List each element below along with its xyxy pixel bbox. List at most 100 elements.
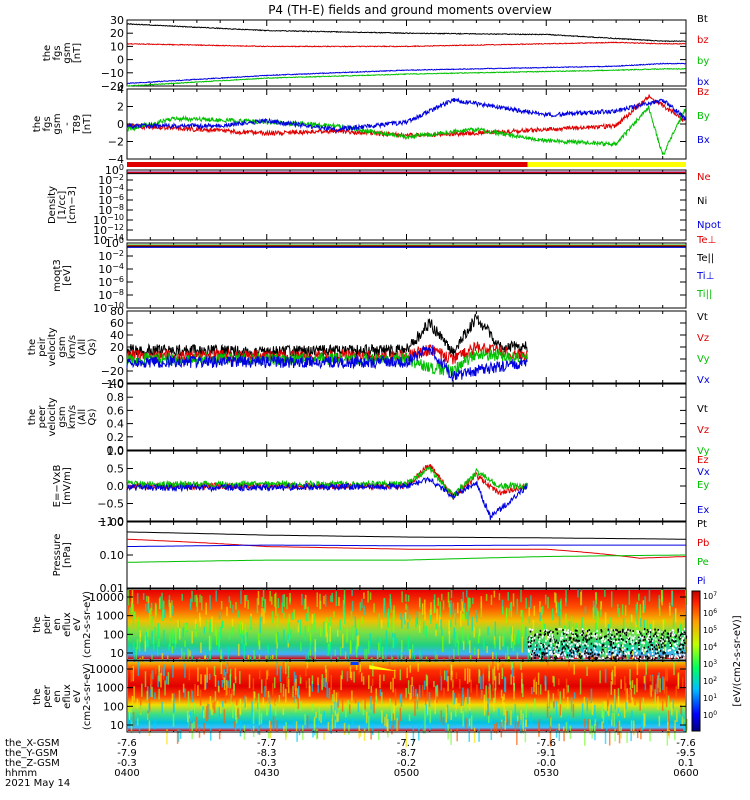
spectrogram-cell xyxy=(643,630,645,642)
spectrogram-gap xyxy=(679,644,681,647)
spectrogram-cell xyxy=(235,716,238,724)
y-tick-label: 10000 xyxy=(89,591,124,604)
spectrogram-gap xyxy=(573,648,576,651)
spectrogram-gap xyxy=(630,638,632,641)
spectrogram-cell xyxy=(596,721,599,729)
spectrogram-gap xyxy=(566,643,569,646)
spectrogram-gap xyxy=(614,646,617,649)
spectrogram-gap xyxy=(584,644,586,647)
legend-entry: bx xyxy=(697,77,709,88)
spectrogram-gap xyxy=(576,650,578,653)
spectrogram-cell xyxy=(151,686,153,698)
spectrogram-cell xyxy=(275,649,278,665)
spectrogram-gap xyxy=(672,638,674,641)
spectrogram-gap xyxy=(572,647,574,650)
spectrogram-cell xyxy=(364,698,366,710)
spectrogram-gap xyxy=(602,656,605,659)
spectrogram-gap xyxy=(667,636,670,639)
spectrogram-cell xyxy=(470,679,472,693)
spectrogram-gap xyxy=(553,656,556,659)
spectrogram-gap xyxy=(610,643,613,646)
spectrogram-gap xyxy=(597,653,599,656)
spectrogram-cell xyxy=(243,725,246,740)
spectrogram-gap xyxy=(594,650,596,653)
spectrogram-cell xyxy=(275,592,277,609)
spectrogram-gap xyxy=(631,636,633,639)
spectrogram-cell xyxy=(407,594,410,602)
spectrogram-gap xyxy=(681,656,684,659)
spectrogram-gap xyxy=(550,650,553,653)
spectrogram-cell xyxy=(469,640,471,653)
spectrogram-cell xyxy=(480,689,483,700)
y-axis-label: - xyxy=(62,122,73,126)
spectrogram-gap xyxy=(611,646,614,649)
spectrogram-cell xyxy=(138,636,141,652)
spectrogram-cell xyxy=(130,603,133,616)
y-axis-label: velocity xyxy=(47,327,58,366)
panel-5: the peir velocity gsm km/s (All Qs)806040200−2… xyxy=(27,305,687,390)
spectrogram-cell xyxy=(200,674,202,685)
spectrogram-cell xyxy=(265,655,267,663)
spectrogram-gap xyxy=(622,629,624,632)
spectrogram-cell xyxy=(674,720,676,733)
spectrogram-cell xyxy=(385,630,388,643)
spectrogram-cell xyxy=(369,633,372,647)
spectrogram-gap xyxy=(561,648,564,651)
spectrogram-cell xyxy=(500,689,503,699)
spectrogram-gap xyxy=(581,628,584,631)
spectrogram-cell xyxy=(614,673,616,685)
spectrogram-cell xyxy=(308,686,311,697)
spectrogram-gap xyxy=(527,641,530,644)
spectrogram-cell xyxy=(321,674,324,691)
spectrogram-cell xyxy=(209,595,211,610)
spectrogram-gap xyxy=(578,639,580,642)
spectrogram-cell xyxy=(314,639,317,653)
spectrogram-cell xyxy=(443,687,445,699)
spectrogram-gap xyxy=(531,628,534,631)
spectrogram-cell xyxy=(617,696,620,706)
spectrogram-gap xyxy=(654,648,657,651)
spectrogram-cell xyxy=(138,723,141,734)
colorbar-tick-label: 104 xyxy=(703,642,717,652)
spectrogram-cell xyxy=(177,729,180,742)
colorbar-scale xyxy=(691,590,701,732)
spectrogram-gap xyxy=(573,641,576,644)
spectrogram-cell xyxy=(253,691,256,699)
footer-date: 2021 May 14 xyxy=(5,778,70,789)
spectrogram-gap xyxy=(675,654,677,657)
spectrogram-gap xyxy=(621,648,624,651)
spectrogram-cell xyxy=(340,675,342,691)
spectrogram-cell xyxy=(250,616,252,630)
spectrogram-gap xyxy=(576,644,578,647)
spectrogram-gap xyxy=(674,635,677,638)
spectrogram-cell xyxy=(466,590,468,598)
spectrogram-gap xyxy=(632,630,635,633)
spectrogram-cell xyxy=(343,589,346,604)
spectrogram-cell xyxy=(506,711,508,725)
spectrogram-cell xyxy=(602,711,605,724)
spectrogram-cell xyxy=(345,717,347,725)
spectrogram-gap xyxy=(674,645,677,648)
spectrogram-cell xyxy=(475,609,477,618)
spectrogram-cell xyxy=(208,673,211,680)
spectrogram-cell xyxy=(271,611,274,624)
spectrogram-gap xyxy=(595,636,598,639)
spectrogram-gap xyxy=(679,654,681,657)
spectrogram-cell xyxy=(274,695,276,706)
spectrogram-cell xyxy=(348,724,350,735)
spectrogram-gap xyxy=(636,630,639,633)
spectrogram-gap xyxy=(541,636,544,639)
spectrogram-cell xyxy=(405,731,407,748)
spectrogram-gap xyxy=(577,643,579,646)
legend-entry: by xyxy=(697,56,709,67)
spectrogram-cell xyxy=(257,591,260,606)
spectrogram-cell xyxy=(305,613,308,622)
spectrogram-cell xyxy=(392,713,395,728)
spectrogram-cell xyxy=(130,712,132,723)
spectrogram-gap xyxy=(676,651,678,654)
spectrogram-cell xyxy=(530,595,532,609)
spectrogram-cell xyxy=(293,609,295,619)
spectrogram-gap xyxy=(558,641,561,644)
spectrogram-cell xyxy=(172,633,175,644)
spectrogram-gap xyxy=(615,655,617,658)
